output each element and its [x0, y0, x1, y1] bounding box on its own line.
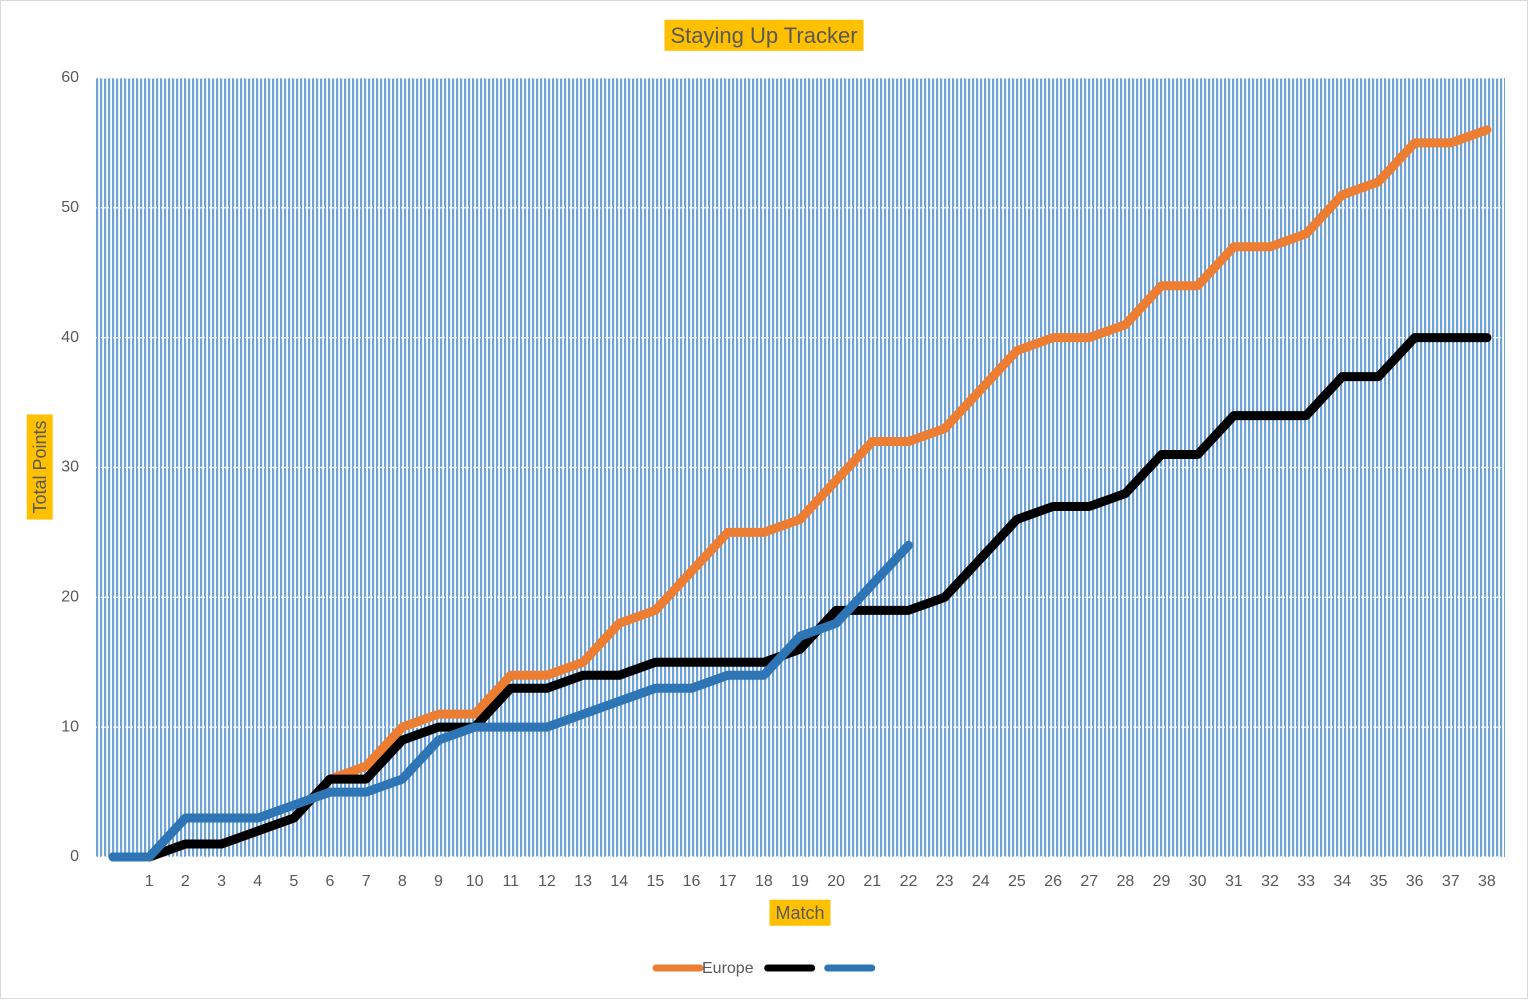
series-line [108, 333, 1492, 862]
x-tick-label: 35 [1370, 873, 1388, 890]
x-tick-label: 22 [900, 873, 918, 890]
x-tick-label: 17 [719, 873, 737, 890]
x-tick-label: 31 [1225, 873, 1243, 890]
series-line [108, 540, 913, 862]
y-tick-label: 30 [61, 459, 79, 476]
x-tick-label: 2 [181, 873, 190, 890]
x-tick-label: 10 [466, 873, 484, 890]
x-tick-label: 30 [1189, 873, 1207, 890]
x-tick-label: 16 [683, 873, 701, 890]
x-tick-label: 38 [1478, 873, 1496, 890]
x-tick-label: 18 [755, 873, 773, 890]
x-tick-label: 24 [972, 873, 990, 890]
x-tick-label: 36 [1406, 873, 1424, 890]
x-tick-label: 27 [1080, 873, 1098, 890]
x-tick-label: 28 [1116, 873, 1134, 890]
x-tick-label: 25 [1008, 873, 1026, 890]
x-axis-title-box [769, 899, 831, 926]
x-tick-label: 34 [1333, 873, 1351, 890]
y-tick-label: 60 [61, 69, 79, 86]
x-tick-label: 14 [610, 873, 628, 890]
x-tick-label: 9 [434, 873, 443, 890]
x-tick-label: 26 [1044, 873, 1062, 890]
x-tick-label: 11 [502, 873, 519, 890]
x-tick-label: 6 [326, 873, 335, 890]
x-tick-label: 12 [538, 873, 556, 890]
y-axis-title-group: Total Points [26, 414, 53, 520]
x-tick-label: 29 [1153, 873, 1171, 890]
x-tick-label: 32 [1261, 873, 1279, 890]
x-tick-label: 1 [145, 873, 154, 890]
y-tick-label: 50 [61, 199, 79, 216]
x-tick-label: 4 [253, 873, 262, 890]
x-tick-label: 7 [362, 873, 371, 890]
x-tick-label: 20 [827, 873, 845, 890]
x-tick-label: 3 [217, 873, 226, 890]
x-tick-label: 19 [791, 873, 809, 890]
y-axis-title: Total Points [30, 420, 50, 513]
x-tick-label: 37 [1442, 873, 1460, 890]
x-axis-title: Match [775, 903, 824, 923]
chart-title: Staying Up Tracker [670, 23, 857, 48]
chart-title-box [664, 19, 864, 51]
y-tick-label: 40 [61, 329, 79, 346]
x-tick-label: 23 [936, 873, 954, 890]
x-tick-label: 21 [863, 873, 881, 890]
x-tick-label: 13 [574, 873, 592, 890]
legend-label: Europe [702, 960, 754, 977]
x-tick-label: 5 [289, 873, 298, 890]
y-tick-label: 10 [61, 718, 79, 735]
y-axis-title-box [26, 414, 53, 520]
x-tick-label: 15 [646, 873, 664, 890]
x-tick-label: 8 [398, 873, 407, 890]
y-tick-label: 20 [61, 589, 79, 606]
x-tick-label: 33 [1297, 873, 1315, 890]
y-tick-label: 0 [70, 848, 79, 865]
